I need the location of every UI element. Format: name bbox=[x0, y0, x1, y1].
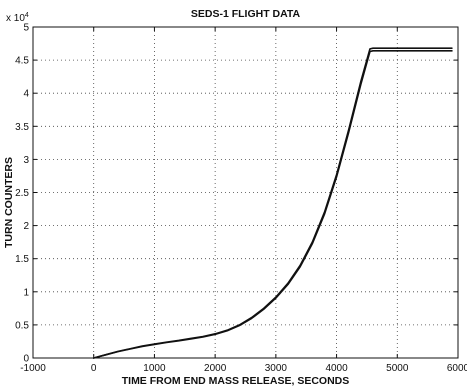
x-tick-label: 2000 bbox=[204, 363, 227, 374]
series-layer bbox=[92, 47, 453, 359]
y-tick-label: 2.5 bbox=[15, 188, 29, 199]
y-tick-label: 1.5 bbox=[15, 254, 29, 265]
y-axis-title: TURN COUNTERS bbox=[3, 157, 15, 248]
y-tick-label: 5 bbox=[23, 23, 29, 34]
x-tick-label: 5000 bbox=[386, 363, 409, 374]
tick-layer: -1000 0 1000 2000 3000 4000 5000 600000.511.522… bbox=[15, 23, 467, 375]
grid-layer bbox=[33, 27, 458, 358]
x-tick-label: 6000 bbox=[447, 363, 467, 374]
series-line-1 bbox=[92, 47, 453, 359]
x-axis-title: TIME FROM END MASS RELEASE, SECONDS bbox=[122, 375, 350, 387]
y-tick-label: 4 bbox=[23, 89, 29, 100]
x-tick-label: -1000 bbox=[20, 363, 46, 374]
chart-title: SEDS-1 FLIGHT DATA bbox=[191, 8, 301, 20]
x-tick-label: 4000 bbox=[325, 363, 348, 374]
y-tick-label: 0.5 bbox=[15, 320, 29, 331]
y-tick-label: 3 bbox=[23, 155, 29, 166]
y-axis-multiplier-base: x 10 bbox=[6, 13, 25, 24]
y-axis-multiplier-exponent: 4 bbox=[25, 12, 29, 19]
y-tick-label: 0 bbox=[23, 354, 29, 365]
series-line-2 bbox=[92, 50, 453, 359]
x-tick-label: 3000 bbox=[265, 363, 288, 374]
y-tick-label: 4.5 bbox=[15, 56, 29, 67]
y-axis-multiplier: x 104 bbox=[6, 12, 29, 24]
x-tick-label: 1000 bbox=[143, 363, 166, 374]
y-tick-label: 2 bbox=[23, 221, 29, 232]
y-tick-label: 1 bbox=[23, 287, 29, 298]
y-tick-label: 3.5 bbox=[15, 122, 29, 133]
x-tick-label: 0 bbox=[91, 363, 97, 374]
